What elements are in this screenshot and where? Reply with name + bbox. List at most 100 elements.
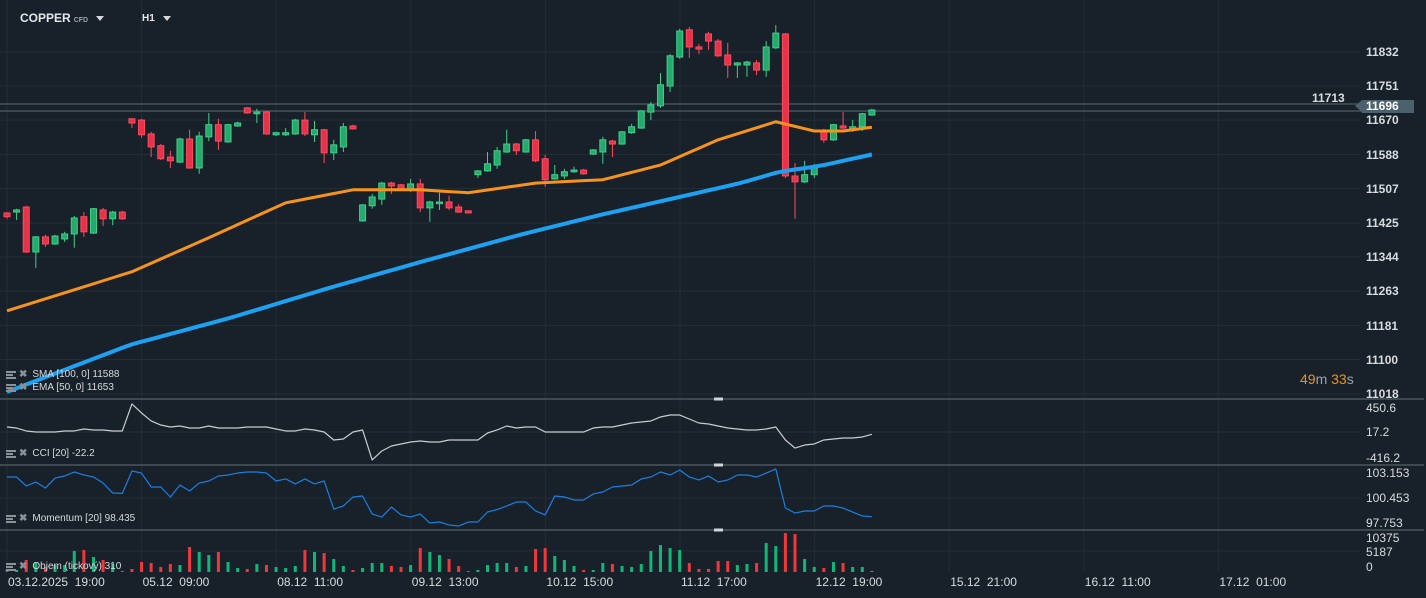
close-icon[interactable]: ✖ [19, 369, 28, 380]
timeframe-selector[interactable]: H1 [142, 13, 171, 24]
candle-down [541, 158, 549, 181]
volume-bar [476, 570, 480, 572]
volume-axis-label: 10375 [1366, 531, 1400, 545]
time-axis-label: 09.12 13:00 [411, 575, 479, 589]
candle-down [243, 107, 251, 114]
price-axis-label: 11507 [1366, 181, 1399, 196]
volume-bar [236, 568, 240, 572]
symbol-type: CFD [73, 17, 89, 24]
volume-bar [793, 534, 797, 572]
volume-bar [466, 570, 470, 572]
close-icon[interactable]: ✖ [19, 448, 28, 459]
grid-lines [0, 0, 1362, 572]
candle-up [647, 104, 655, 113]
settings-icon[interactable] [6, 514, 16, 523]
volume-bar [486, 565, 489, 572]
candle-down [705, 33, 713, 42]
candle-up [253, 111, 261, 115]
candle-up [762, 46, 770, 71]
candle-up [224, 124, 232, 143]
symbol-selector[interactable]: COPPER CFD [20, 11, 105, 25]
legend-cci-label: CCI [20] -22.2 [32, 448, 95, 459]
volume-bar [783, 533, 787, 572]
volume-bar [514, 567, 518, 572]
price-axis-label: 11670 [1366, 113, 1399, 128]
panel-separators[interactable] [0, 397, 1424, 532]
volume-bar [255, 564, 259, 572]
candle-up [868, 109, 876, 116]
price-axis-label: 11751 [1366, 79, 1399, 94]
volume-bar [697, 568, 701, 572]
volume-bar [293, 565, 297, 572]
candle-down [80, 216, 88, 233]
candle-down [320, 129, 328, 154]
candle-up [599, 139, 607, 153]
momentum-axis-label: 100.453 [1366, 491, 1410, 505]
settings-icon[interactable] [6, 562, 16, 571]
volume-bar [274, 567, 278, 572]
price-axis-label: 11425 [1366, 216, 1399, 230]
volume-bar [860, 567, 864, 572]
candle-up [368, 196, 376, 207]
settings-icon[interactable] [6, 383, 16, 392]
candle-down [695, 46, 703, 50]
volume-bar [82, 550, 86, 572]
price-axis-label: 11344 [1366, 250, 1399, 265]
legend-sma: ✖ SMA [100, 0] 11588 [6, 369, 120, 380]
price-line-label-hidden: 11713 [1312, 91, 1345, 105]
settings-icon[interactable] [6, 449, 16, 458]
settings-icon[interactable] [6, 370, 16, 379]
candle-down [128, 118, 136, 124]
candle-up [426, 201, 434, 209]
candle-up [656, 84, 664, 107]
volume-bar [543, 548, 547, 572]
cci-line [6, 403, 873, 461]
volume-bar [197, 552, 201, 572]
volume-axis-label: 0 [1366, 560, 1373, 574]
candle-down [714, 40, 722, 57]
candle-down [157, 145, 165, 160]
volume-bar [216, 552, 220, 572]
volume-bar [178, 565, 182, 572]
candle-up [272, 132, 280, 136]
sma-line [6, 152, 873, 394]
legend-ema-label: EMA [50, 0] 11653 [32, 382, 114, 393]
candle-down [512, 143, 520, 152]
volume-bar [572, 565, 576, 572]
close-icon[interactable]: ✖ [19, 382, 28, 393]
candle-down [166, 156, 174, 162]
close-icon[interactable]: ✖ [19, 513, 28, 524]
candle-down [301, 119, 309, 135]
legend-ema: ✖ EMA [50, 0] 11653 [6, 382, 114, 393]
resize-handle[interactable] [714, 463, 723, 467]
close-icon[interactable]: ✖ [19, 561, 28, 572]
candle-up [676, 30, 684, 58]
time-axis-label: 15.12 21:00 [950, 575, 1017, 589]
candle-up [503, 143, 511, 153]
volume-bar [755, 563, 759, 572]
volume-bar [562, 560, 566, 572]
time-axis-label: 03.12.2025 19:00 [8, 575, 105, 589]
candle-down [214, 124, 222, 142]
volume-bar [409, 565, 413, 572]
resize-handle[interactable] [714, 528, 723, 532]
candle-up [359, 204, 367, 222]
candle-down [580, 169, 588, 175]
symbol-name: COPPER [20, 11, 71, 25]
resize-handle[interactable] [714, 397, 723, 401]
candle-down [262, 111, 270, 135]
candle-up [733, 62, 741, 66]
volume-bar [72, 551, 76, 572]
volume-bar [207, 555, 211, 572]
volume-bar [495, 563, 499, 572]
price-axis-label: 11018 [1366, 387, 1399, 401]
candle-up [666, 55, 674, 87]
volume-bar [803, 559, 807, 572]
volume-bar [149, 563, 153, 572]
volume-bar [553, 556, 557, 572]
volume-bar [870, 570, 874, 572]
volume-bar [341, 565, 345, 572]
candle-up [61, 233, 69, 240]
volume-bar [130, 568, 134, 572]
